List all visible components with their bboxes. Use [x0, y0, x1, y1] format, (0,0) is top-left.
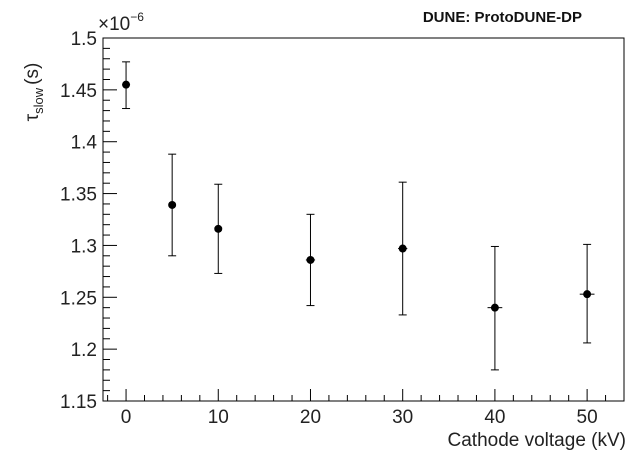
data-point: [487, 245, 503, 371]
axis-tick-labels: 0 10 20 30 40 50 1.15 1.2 1.25 1.3 1.35 1.4 1.45 1.5: [60, 29, 598, 428]
x-axis-title: Cathode voltage (kV): [448, 430, 627, 451]
data-point: [579, 243, 595, 344]
y-tick-label: 1.2: [71, 340, 97, 361]
y-tick-label: 1.3: [71, 236, 97, 257]
svg-text:τslow(s): τslow (s): [22, 63, 46, 122]
y-axis-title: τslow (s): [22, 63, 46, 122]
experiment-label: DUNE: ProtoDUNE-DP: [423, 9, 582, 26]
data-point: [168, 153, 177, 257]
y-axis-multiplier-exponent: −6: [130, 10, 144, 24]
data-point: [305, 213, 316, 307]
y-axis-multiplier-base: ×10: [98, 14, 130, 35]
marker: [490, 303, 499, 312]
y-tick-label: 1.45: [60, 81, 97, 102]
marker: [398, 244, 407, 253]
y-axis-title-symbol: τ: [22, 113, 43, 121]
y-axis-multiplier: ×10−6: [98, 10, 144, 35]
data-point: [398, 181, 408, 316]
y-tick-label: 1.4: [71, 133, 98, 154]
marker: [168, 200, 177, 209]
data-points: [122, 61, 595, 371]
x-tick-label: 40: [484, 407, 505, 428]
marker: [122, 80, 131, 89]
x-tick-label: 0: [121, 407, 132, 428]
x-tick-label: 50: [577, 407, 598, 428]
marker: [306, 255, 315, 264]
y-axis-title-unit: (s): [22, 63, 43, 85]
y-tick-label: 1.35: [60, 185, 97, 206]
data-point: [214, 183, 223, 274]
y-tick-label: 1.25: [60, 288, 97, 309]
data-point: [122, 61, 131, 110]
x-tick-label: 10: [208, 407, 229, 428]
marker: [583, 290, 592, 299]
plot-frame: [102, 37, 625, 402]
axis-ticks: [103, 37, 625, 402]
marker: [214, 224, 223, 233]
x-tick-label: 30: [392, 407, 413, 428]
y-tick-label: 1.5: [71, 29, 97, 50]
y-tick-label: 1.15: [60, 392, 97, 413]
x-tick-label: 20: [300, 407, 321, 428]
y-axis-title-subscript: slow: [31, 87, 46, 114]
